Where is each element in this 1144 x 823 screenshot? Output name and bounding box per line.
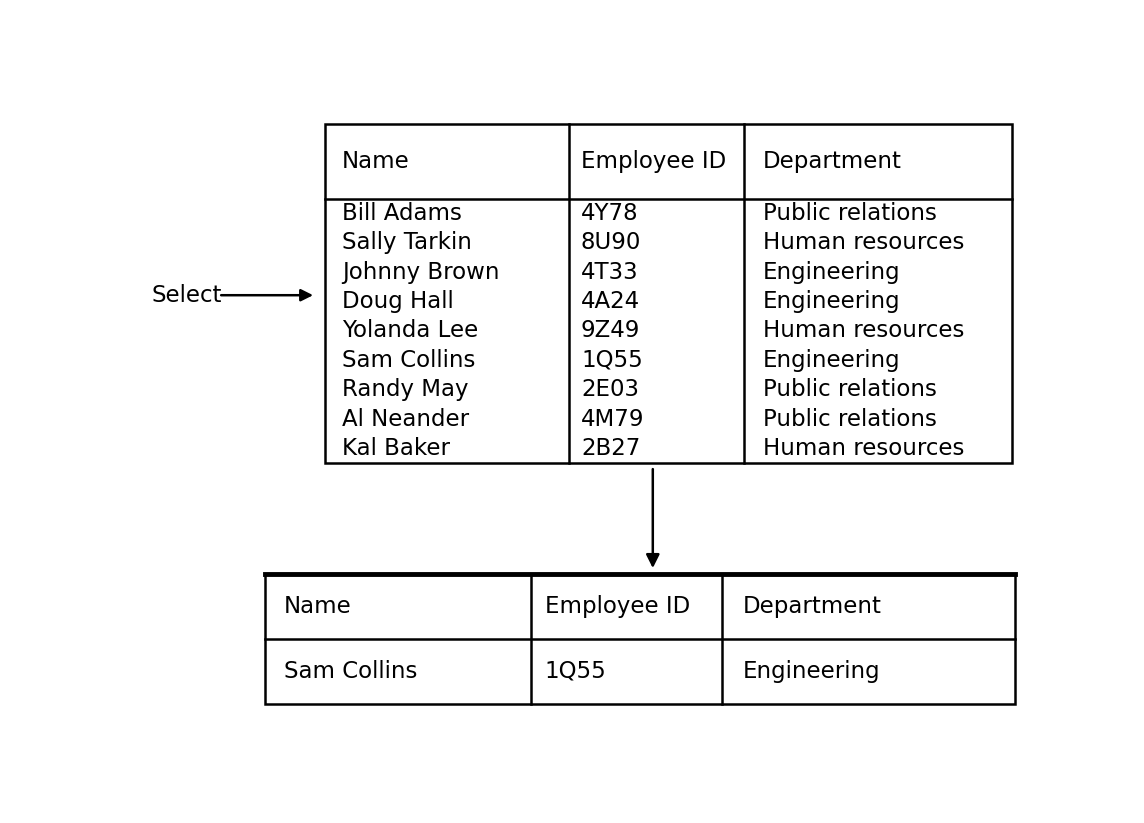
Text: Human resources: Human resources xyxy=(763,231,964,254)
Text: Employee ID: Employee ID xyxy=(581,150,726,173)
Text: Public relations: Public relations xyxy=(763,379,937,401)
Text: 1Q55: 1Q55 xyxy=(581,349,643,372)
Text: Al Neander: Al Neander xyxy=(342,407,469,430)
Text: Randy May: Randy May xyxy=(342,379,468,401)
Bar xyxy=(325,124,1012,463)
Text: Sam Collins: Sam Collins xyxy=(342,349,475,372)
Text: Sally Tarkin: Sally Tarkin xyxy=(342,231,471,254)
Text: Sam Collins: Sam Collins xyxy=(284,660,418,683)
Text: Human resources: Human resources xyxy=(763,437,964,460)
Text: 2E03: 2E03 xyxy=(581,379,639,401)
Text: Public relations: Public relations xyxy=(763,407,937,430)
Text: Kal Baker: Kal Baker xyxy=(342,437,450,460)
Text: Name: Name xyxy=(342,150,410,173)
Text: Department: Department xyxy=(763,150,901,173)
Text: Bill Adams: Bill Adams xyxy=(342,202,462,225)
Text: Yolanda Lee: Yolanda Lee xyxy=(342,319,478,342)
Text: Human resources: Human resources xyxy=(763,319,964,342)
Text: Engineering: Engineering xyxy=(742,660,881,683)
Text: Johnny Brown: Johnny Brown xyxy=(342,261,499,284)
Text: 2B27: 2B27 xyxy=(581,437,641,460)
Text: Department: Department xyxy=(742,595,882,618)
Text: Engineering: Engineering xyxy=(763,349,900,372)
Text: Engineering: Engineering xyxy=(763,290,900,313)
Text: Doug Hall: Doug Hall xyxy=(342,290,453,313)
Text: 4T33: 4T33 xyxy=(581,261,638,284)
Text: Name: Name xyxy=(284,595,351,618)
Text: Select: Select xyxy=(152,284,222,307)
Text: 4Y78: 4Y78 xyxy=(581,202,638,225)
Text: Public relations: Public relations xyxy=(763,202,937,225)
Text: 1Q55: 1Q55 xyxy=(545,660,606,683)
Text: Engineering: Engineering xyxy=(763,261,900,284)
Bar xyxy=(265,574,1015,704)
Text: Employee ID: Employee ID xyxy=(545,595,690,618)
Text: 8U90: 8U90 xyxy=(581,231,642,254)
Text: 4A24: 4A24 xyxy=(581,290,641,313)
Text: 4M79: 4M79 xyxy=(581,407,644,430)
Text: 9Z49: 9Z49 xyxy=(581,319,641,342)
